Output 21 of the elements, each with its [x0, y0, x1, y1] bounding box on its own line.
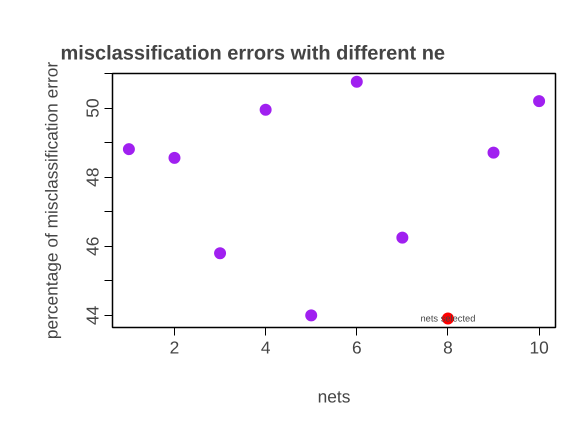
point [122, 143, 135, 156]
y-tick-label: 44 [82, 305, 102, 326]
point [488, 146, 500, 159]
x-tick-label: 8 [443, 338, 453, 358]
x-tick-label: 4 [260, 338, 271, 358]
point [533, 95, 546, 108]
y-tick-label: 50 [82, 98, 102, 118]
chart-title: misclassification errors with different ne [60, 42, 446, 64]
x-axis-title: nets [318, 386, 351, 406]
y-tick-label: 48 [82, 168, 102, 187]
y-axis-title: percentage of misclassification error [42, 62, 62, 340]
point [396, 232, 408, 244]
point [260, 104, 272, 116]
point [168, 152, 180, 164]
point [350, 76, 363, 88]
x-tick-label: 10 [529, 338, 549, 358]
point [214, 247, 226, 260]
point [305, 309, 318, 322]
x-tick-label: 2 [170, 338, 180, 358]
y-tick-label: 46 [82, 236, 102, 256]
x-tick-label: 6 [352, 338, 362, 358]
